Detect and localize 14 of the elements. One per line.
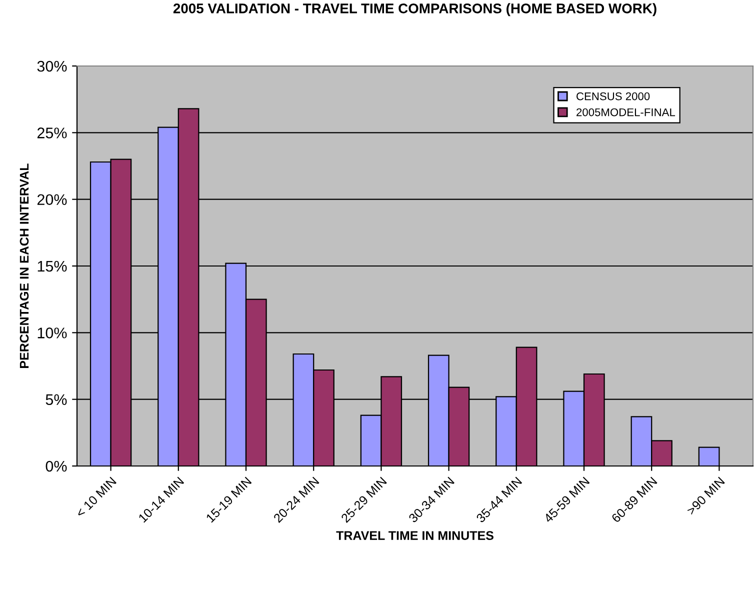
y-tick-label: 10% — [38, 328, 67, 338]
y-tick-label: 0% — [46, 460, 67, 472]
chart-title: 2005 VALIDATION - TRAVEL TIME COMPARISONS (HOME BASED WORK) — [173, 3, 656, 16]
y-tick-label: 5% — [46, 394, 67, 406]
x-tick-label: >90 MIN — [686, 476, 725, 516]
y-tick-label: 30% — [37, 60, 67, 72]
y-tick-label: 15% — [38, 260, 67, 272]
x-tick-label: < 10 MIN — [75, 476, 117, 518]
y-tick-label: 25% — [37, 128, 67, 138]
y-axis-title: PERCENTAGE IN EACH INTERVAL — [20, 164, 29, 368]
legend-label: CENSUS 2000 — [576, 92, 650, 100]
x-axis-title: TRAVEL TIME IN MINUTES — [336, 531, 494, 540]
legend-label: 2005MODEL-FINAL — [576, 108, 676, 116]
y-tick-label: 20% — [37, 194, 67, 206]
